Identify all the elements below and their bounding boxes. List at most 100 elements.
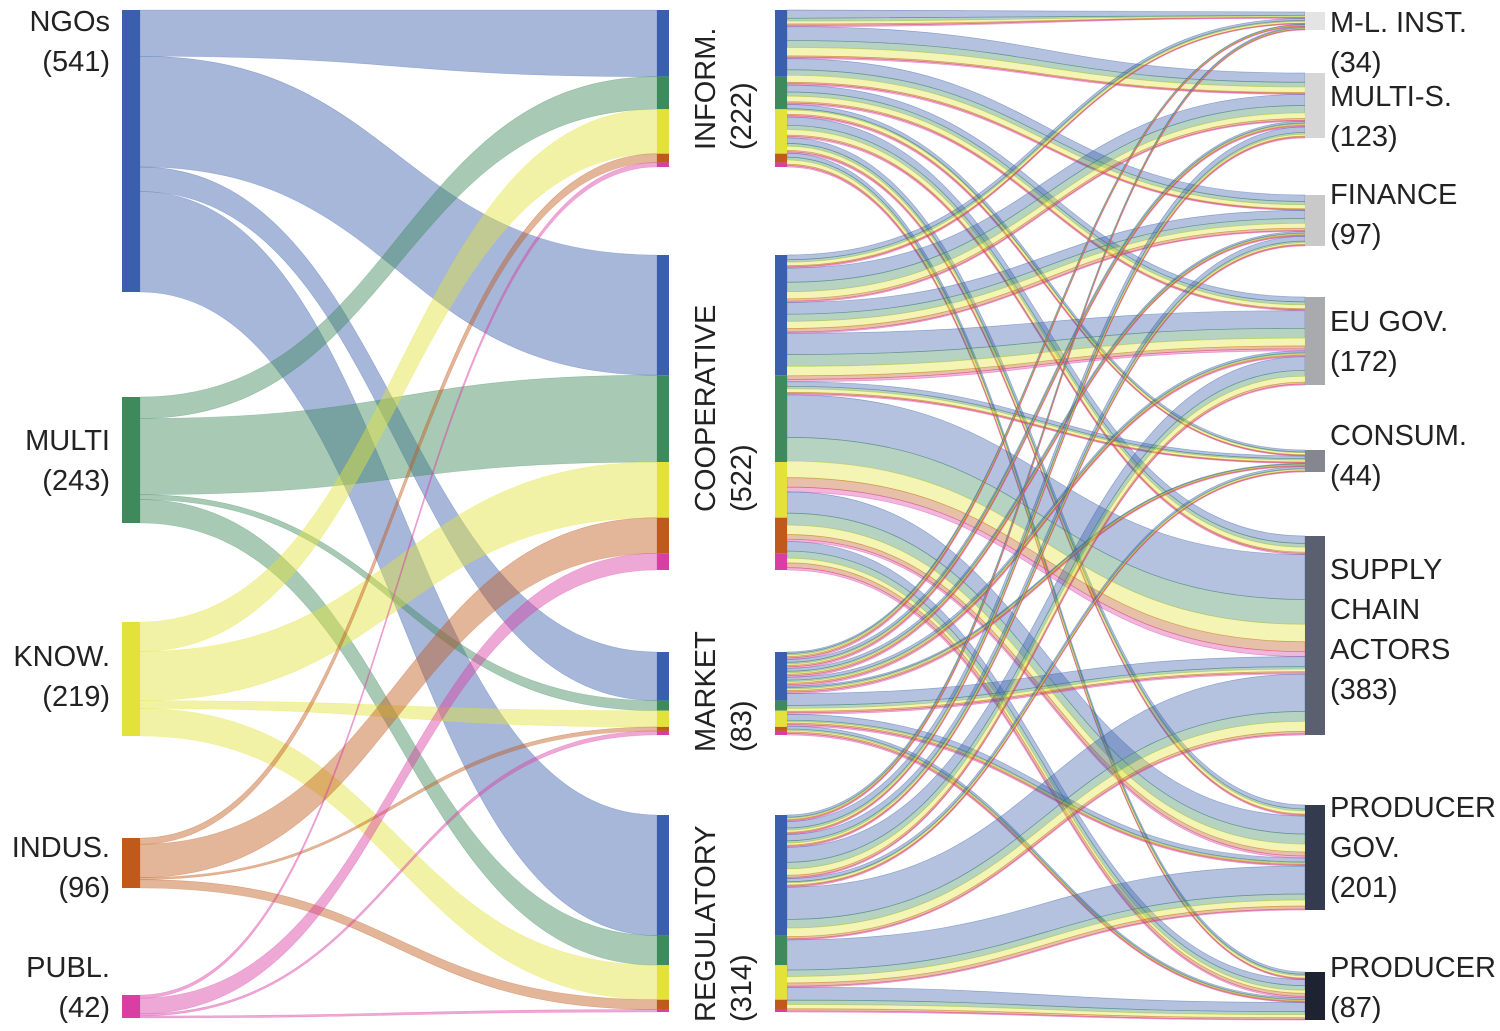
instrument-bar-left-reg-ngos xyxy=(657,815,669,936)
instrument-bar-right-coop-multi xyxy=(775,375,787,463)
source-label-indus: INDUS. (96) xyxy=(12,828,110,908)
instrument-bar-right-reg-ngos xyxy=(775,815,787,936)
left-flow-ribbons xyxy=(139,9,658,1019)
instrument-count: (522) xyxy=(726,444,758,512)
target-count: (201) xyxy=(1330,872,1398,904)
target-count: (34) xyxy=(1330,47,1382,79)
instrument-bar-left-coop-publ xyxy=(657,553,669,570)
target-label-finance: FINANCE (97) xyxy=(1330,175,1457,255)
target-name-line: EU GOV. xyxy=(1330,306,1449,338)
instrument-bar-right-inform-publ xyxy=(775,162,787,167)
target-bar-prodgov xyxy=(1305,805,1325,910)
target-name-line: PRODUCER xyxy=(1330,952,1496,984)
right-flow-ribbons xyxy=(786,9,1306,1021)
instrument-bar-left-inform-know xyxy=(657,109,669,154)
instrument-bar-left-inform-ngos xyxy=(657,10,669,77)
target-name-line: MULTI-S. xyxy=(1330,81,1452,113)
instrument-bar-right-market-know xyxy=(775,710,787,727)
instrument-bar-right-market-ngos xyxy=(775,652,787,701)
node-bars xyxy=(122,10,1325,1020)
instrument-bar-left-inform-indus xyxy=(657,153,669,163)
instrument-label-inform: INFORM. (222) xyxy=(688,28,760,150)
target-name-line: ACTORS xyxy=(1330,634,1451,666)
source-label-publ: PUBL. (42) xyxy=(26,948,110,1028)
instrument-count: (314) xyxy=(726,954,758,1022)
target-bar-consum xyxy=(1305,450,1325,472)
instrument-name: COOPERATIVE xyxy=(690,304,722,512)
instrument-name: INFORM. xyxy=(690,27,722,150)
instrument-bar-right-coop-indus xyxy=(775,517,787,554)
flow-ngos-to-reg xyxy=(139,191,658,936)
target-count: (123) xyxy=(1330,121,1398,153)
instrument-bar-left-coop-ngos xyxy=(657,255,669,376)
flow-ngos-to-inform xyxy=(139,9,658,77)
instrument-label-reg: REGULATORY (314) xyxy=(688,825,760,1022)
flow-know-to-market xyxy=(139,700,658,728)
instrument-bar-left-market-indus xyxy=(657,726,669,731)
instrument-bar-left-market-publ xyxy=(657,730,669,735)
target-count: (97) xyxy=(1330,219,1382,251)
instrument-bar-right-reg-know xyxy=(775,965,787,1000)
source-count: (541) xyxy=(42,46,110,78)
instrument-bar-right-inform-multi xyxy=(775,76,787,110)
target-count: (87) xyxy=(1330,992,1382,1024)
source-bar-indus xyxy=(122,838,140,888)
flow-publ-to-reg xyxy=(139,1009,658,1019)
instrument-name: MARKET xyxy=(690,631,722,752)
source-label-ngos: NGOs (541) xyxy=(29,2,110,82)
source-label-know: KNOW. (219) xyxy=(13,637,110,717)
source-name: PUBL. xyxy=(26,952,110,984)
target-bar-ml xyxy=(1305,12,1325,30)
instrument-bar-right-inform-indus xyxy=(775,153,787,163)
instrument-bar-right-inform-ngos xyxy=(775,10,787,77)
instrument-bar-left-coop-multi xyxy=(657,375,669,463)
source-bar-ngos xyxy=(122,10,140,292)
target-name-line: SUPPLY xyxy=(1330,554,1443,586)
target-bar-finance xyxy=(1305,195,1325,246)
source-count: (243) xyxy=(42,465,110,497)
target-name-line: GOV. xyxy=(1330,832,1400,864)
instrument-bar-left-market-ngos xyxy=(657,652,669,701)
target-label-multis: MULTI-S. (123) xyxy=(1330,77,1452,157)
source-bar-multi xyxy=(122,397,140,523)
instrument-bar-left-reg-multi xyxy=(657,935,669,966)
target-count: (172) xyxy=(1330,346,1398,378)
instrument-bar-left-coop-indus xyxy=(657,517,669,554)
instrument-bar-right-reg-indus xyxy=(775,999,787,1010)
instrument-bar-right-coop-ngos xyxy=(775,255,787,376)
source-count: (96) xyxy=(58,872,110,904)
target-count: (383) xyxy=(1330,674,1398,706)
target-label-prodgov: PRODUCER GOV. (201) xyxy=(1330,788,1496,908)
instrument-bar-left-reg-know xyxy=(657,965,669,1000)
target-name-line: FINANCE xyxy=(1330,179,1458,211)
target-bar-eugov xyxy=(1305,297,1325,385)
source-bar-publ xyxy=(122,995,140,1018)
source-name: INDUS. xyxy=(11,832,110,864)
target-label-eugov: EU GOV. (172) xyxy=(1330,302,1448,382)
instrument-bar-left-market-multi xyxy=(657,700,669,711)
flow-ngos-to-market xyxy=(139,166,658,701)
target-bar-supply xyxy=(1305,536,1325,735)
source-count: (219) xyxy=(42,681,110,713)
target-bar-multis xyxy=(1305,73,1325,138)
instrument-count: (83) xyxy=(726,700,758,752)
instrument-label-market: MARKET (83) xyxy=(688,631,760,752)
target-name-line: CONSUM. xyxy=(1330,420,1467,452)
source-label-multi: MULTI (243) xyxy=(25,421,110,501)
target-bar-producer xyxy=(1305,972,1325,1020)
instrument-bar-right-coop-publ xyxy=(775,553,787,570)
instrument-bar-left-reg-indus xyxy=(657,999,669,1010)
instrument-bar-right-market-publ xyxy=(775,730,787,735)
instrument-bar-right-reg-multi xyxy=(775,935,787,966)
target-label-supply: SUPPLY CHAIN ACTORS (383) xyxy=(1330,550,1450,710)
target-name-line: M-L. INST. xyxy=(1330,7,1467,39)
instrument-label-coop: COOPERATIVE (522) xyxy=(688,305,760,512)
target-name-line: CHAIN xyxy=(1330,594,1421,626)
instrument-bar-left-reg-publ xyxy=(657,1009,669,1012)
instrument-bar-right-coop-know xyxy=(775,462,787,518)
instrument-bar-right-inform-know xyxy=(775,109,787,154)
instrument-bar-right-market-multi xyxy=(775,700,787,711)
source-name: NGOs xyxy=(29,6,110,38)
instrument-bar-right-reg-publ xyxy=(775,1009,787,1012)
